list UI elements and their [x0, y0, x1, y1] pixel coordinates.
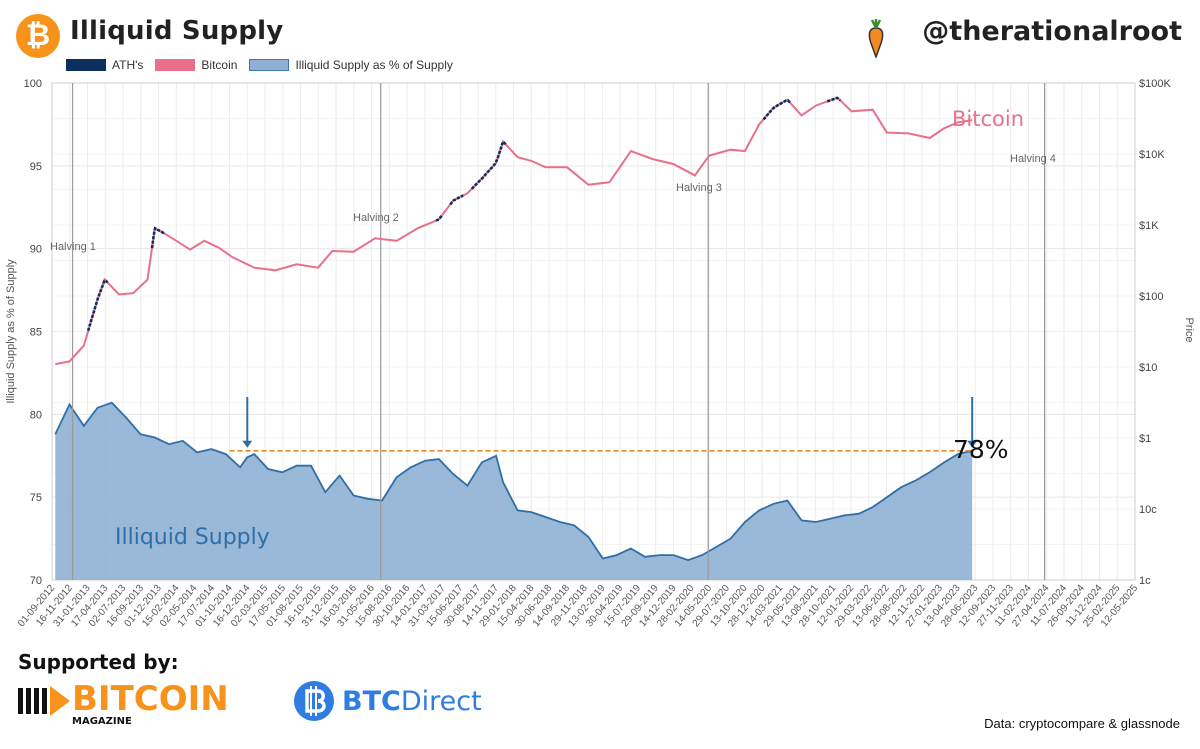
- ath-segment: [435, 214, 443, 222]
- legend-swatch-illiquid: [249, 59, 290, 71]
- btcdirect-mark-icon: [294, 681, 334, 721]
- sponsor-magazine-text: MAGAZINE: [72, 716, 132, 726]
- ath-segment: [449, 194, 464, 206]
- y2-tick-label: 1c: [1139, 575, 1151, 587]
- halving-label: Halving 2: [353, 212, 399, 224]
- halving-label: Halving 4: [1010, 153, 1056, 165]
- legend-item-ath[interactable]: ATH's: [66, 58, 143, 72]
- sponsor2-text: BTCDirect: [342, 686, 482, 717]
- arrow-2023-head: [967, 440, 978, 448]
- carrot-icon: [868, 19, 884, 58]
- current-value-annotation: 78%: [953, 435, 1009, 464]
- y-tick-label: 95: [30, 161, 42, 173]
- chart-title: Illiquid Supply: [70, 16, 284, 46]
- y2-tick-label: $100: [1139, 291, 1163, 303]
- ath-segment: [86, 279, 109, 332]
- author-handle: @therationalroot: [922, 16, 1182, 47]
- btcdirect-logo[interactable]: BTCDirect: [292, 676, 492, 726]
- legend: ATH's Bitcoin Illiquid Supply as % of Su…: [66, 58, 465, 72]
- data-source: Data: cryptocompare & glassnode: [984, 716, 1180, 731]
- arrow-2014-head: [242, 440, 253, 448]
- illiquid-supply-chart: 01-09-201216-11-201231-01-201317-04-2013…: [5, 78, 1195, 629]
- halving-label: Halving 3: [676, 182, 722, 194]
- y-axis-label: Illiquid Supply as % of Supply: [5, 259, 17, 404]
- y-tick-label: 85: [30, 327, 42, 339]
- legend-item-illiquid[interactable]: Illiquid Supply as % of Supply: [249, 58, 453, 72]
- bitcoin-annotation: Bitcoin: [952, 107, 1024, 131]
- y2-tick-label: $10K: [1139, 149, 1165, 161]
- sponsor-bitcoin-text: BITCOIN: [72, 679, 229, 719]
- bitcoin-magazine-logo[interactable]: BITCOIN MAGAZINE: [18, 676, 278, 726]
- y2-tick-label: $1K: [1139, 220, 1159, 232]
- ath-segment: [762, 99, 792, 121]
- ath-segment: [150, 226, 166, 249]
- ath-segment: [826, 96, 842, 103]
- legend-swatch-bitcoin: [155, 59, 196, 71]
- ath-segment: [470, 139, 507, 190]
- legend-label-illiquid: Illiquid Supply as % of Supply: [295, 58, 453, 72]
- illiquid-supply-area: [55, 402, 973, 580]
- y2-tick-label: $10: [1139, 362, 1157, 374]
- halving-label: Halving 1: [50, 241, 96, 253]
- y-tick-label: 75: [30, 492, 42, 504]
- legend-item-bitcoin[interactable]: Bitcoin: [155, 58, 237, 72]
- bitcoin-logo-icon: ₿: [16, 14, 60, 58]
- supported-by-label: Supported by:: [18, 650, 179, 674]
- y2-tick-label: 10c: [1139, 504, 1157, 516]
- illiquid-supply-line: [54, 401, 973, 562]
- legend-label-ath: ATH's: [112, 58, 144, 72]
- legend-swatch-ath: [66, 59, 106, 71]
- y-tick-label: 90: [30, 244, 42, 256]
- header: ₿ Illiquid Supply @therationalroot: [0, 0, 1200, 80]
- y-tick-label: 80: [30, 409, 42, 421]
- y2-tick-label: $100K: [1139, 78, 1171, 90]
- bitcoin-price-line: [55, 96, 973, 366]
- bitcoin-magazine-mark-icon: [18, 686, 70, 716]
- y-tick-label: 70: [30, 575, 42, 587]
- legend-label-bitcoin: Bitcoin: [201, 58, 238, 72]
- illiquid-supply-annotation: Illiquid Supply: [115, 525, 270, 550]
- y2-tick-label: $1: [1139, 433, 1151, 445]
- y-tick-label: 100: [24, 78, 42, 90]
- y2-axis-label: Price: [1183, 317, 1195, 342]
